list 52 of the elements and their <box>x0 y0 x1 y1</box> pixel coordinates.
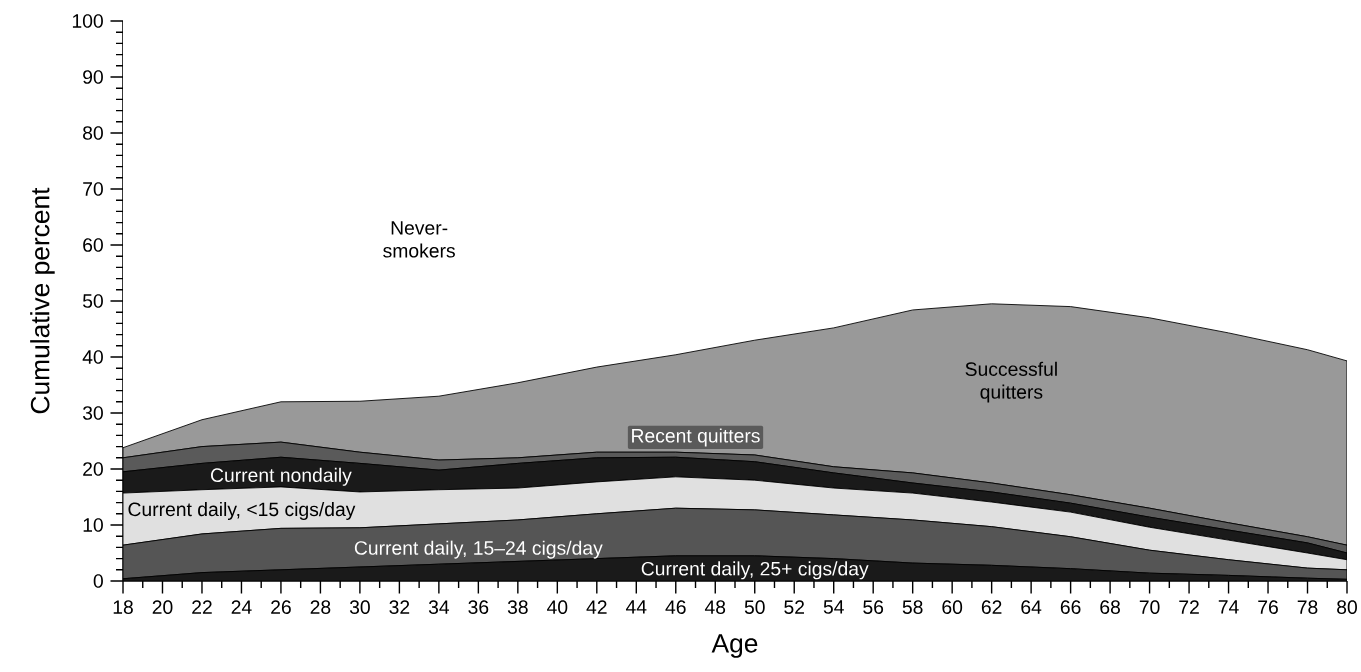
x-tick-label: 40 <box>547 600 568 614</box>
x-tick-label: 28 <box>310 600 331 614</box>
x-tick-label: 72 <box>1179 600 1199 614</box>
x-tick-label: 78 <box>1297 600 1318 614</box>
y-tick-label: 20 <box>83 462 103 476</box>
y-tick-label: 60 <box>83 238 103 252</box>
x-tick-label: 68 <box>1100 600 1120 614</box>
y-tick-label: 100 <box>72 14 103 28</box>
series-label: Current daily, 25+ cigs/day <box>641 561 869 580</box>
x-tick-label: 64 <box>1021 600 1042 614</box>
x-tick-label: 42 <box>586 600 607 614</box>
x-tick-label: 48 <box>704 600 726 614</box>
y-tick-label: 30 <box>82 406 103 420</box>
series-label: Never-smokers <box>383 221 455 258</box>
y-axis-title: Cumulative percent <box>30 187 55 414</box>
x-tick-label: 24 <box>231 600 252 614</box>
series-label: Recent quitters <box>632 428 760 447</box>
y-tick-label: 80 <box>83 126 103 140</box>
series-label: Successful quitters <box>965 361 1057 403</box>
x-tick-label: 30 <box>349 600 370 614</box>
x-tick-label: 60 <box>942 600 963 614</box>
y-tick-label: 10 <box>83 518 103 532</box>
x-tick-label: 20 <box>152 600 173 614</box>
x-tick-label: 54 <box>823 600 844 614</box>
series-label: Current nondaily <box>211 467 352 486</box>
y-tick-label: 50 <box>82 294 103 308</box>
y-tick-label: 40 <box>82 350 103 364</box>
x-tick-label: 66 <box>1060 600 1081 614</box>
x-tick-label: 74 <box>1218 600 1239 614</box>
x-tick-label: 44 <box>625 600 647 614</box>
x-tick-label: 58 <box>902 600 923 614</box>
x-tick-label: 22 <box>192 600 212 614</box>
x-tick-label: 70 <box>1139 600 1160 614</box>
x-tick-label: 62 <box>981 600 1002 614</box>
x-tick-label: 46 <box>665 600 686 614</box>
x-tick-label: 52 <box>784 600 805 614</box>
x-tick-label: 80 <box>1337 600 1357 614</box>
x-tick-label: 38 <box>507 600 528 614</box>
x-tick-label: 56 <box>863 600 884 614</box>
y-tick-label: 70 <box>83 182 103 196</box>
x-tick-label: 34 <box>428 600 450 614</box>
x-tick-label: 26 <box>271 600 291 614</box>
y-tick-label: 90 <box>83 70 103 84</box>
x-tick-label: 36 <box>468 600 489 614</box>
x-axis-title: Age <box>711 634 758 658</box>
y-tick-label: 0 <box>93 574 103 588</box>
x-tick-label: 50 <box>744 600 765 614</box>
series-label: Current daily, <15 cigs/day <box>128 502 356 520</box>
x-tick-label: 32 <box>389 600 410 614</box>
series-label: Current daily, 15–24 cigs/day <box>354 540 603 559</box>
x-tick-label: 18 <box>113 600 133 614</box>
x-tick-label: 76 <box>1258 600 1278 614</box>
